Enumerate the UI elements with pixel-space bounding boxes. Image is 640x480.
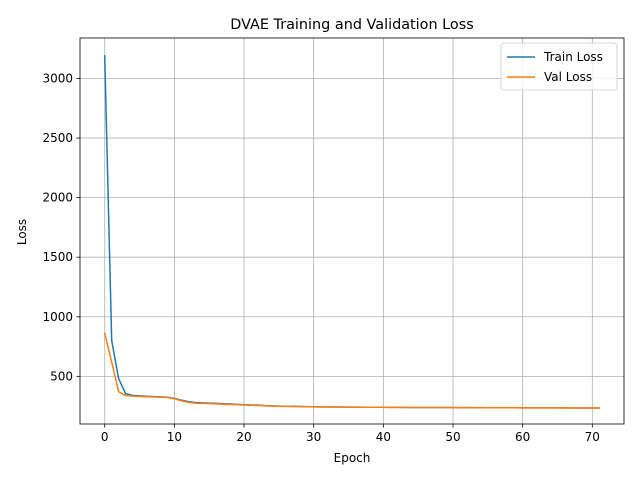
series-line-train-loss	[103, 55, 601, 409]
grid	[80, 38, 624, 424]
chart-title: DVAE Training and Validation Loss	[230, 17, 473, 33]
series-line-val-loss	[103, 332, 601, 409]
x-tick-label: 10	[167, 430, 182, 444]
x-axis-label: Epoch	[334, 451, 371, 465]
plot-frame	[79, 37, 625, 425]
x-tick-label: 70	[585, 430, 600, 444]
legend: Train Loss Val Loss	[500, 42, 618, 91]
legend-label-train-loss: Train Loss	[543, 50, 603, 64]
x-tick-label: 40	[376, 430, 391, 444]
y-tick-label: 500	[50, 369, 73, 383]
y-tick-label: 2500	[42, 131, 73, 145]
y-axis-label: Loss	[15, 219, 29, 245]
legend-label-val-loss: Val Loss	[544, 70, 592, 84]
x-tick-label: 30	[306, 430, 321, 444]
legend-box	[500, 42, 618, 91]
y-tick-label: 1500	[42, 250, 73, 264]
x-tick-label: 20	[236, 430, 251, 444]
y-tick-label: 2000	[42, 191, 73, 205]
y-tick-label: 1000	[42, 310, 73, 324]
x-tick-label: 0	[101, 430, 109, 444]
x-tick-label: 60	[515, 430, 530, 444]
y-tick-label: 3000	[42, 72, 73, 86]
axis-ticks: 0 10 20 30 40 50 60 70 500 1000 1500 2000 2500 3000	[42, 72, 599, 444]
series-layer	[103, 55, 601, 409]
x-tick-label: 50	[445, 430, 460, 444]
